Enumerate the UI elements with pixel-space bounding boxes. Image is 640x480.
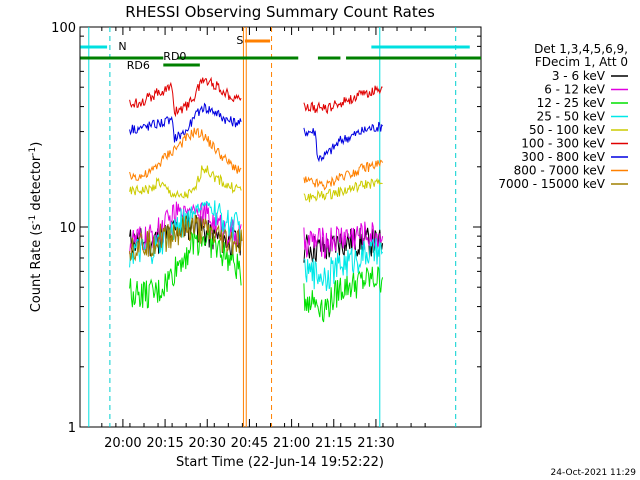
legend-label-4: 50 - 100 keV [529, 123, 606, 137]
xtick-labels: 20:00 20:15 20:30 20:45 21:00 21:15 21:30 [104, 436, 395, 451]
s-flag-label: S [236, 34, 243, 47]
series-line-5-0 [129, 76, 242, 118]
y-axis-label: Count Rate (s-1 detector-1) [28, 142, 44, 313]
legend-label-5: 100 - 300 keV [521, 137, 605, 151]
series-line-1-0 [129, 201, 242, 254]
rd6-flag-label: RD6 [127, 59, 150, 72]
ytick-label-10: 10 [59, 221, 76, 236]
series-line-7-1 [303, 159, 384, 191]
legend-label-1: 6 - 12 keV [544, 83, 606, 97]
legend-label-7: 800 - 7000 keV [514, 164, 606, 178]
xtick-label-2: 20:30 [189, 436, 226, 451]
series-line-3-1 [303, 238, 384, 291]
rd0-flag-label: RD0 [163, 50, 186, 63]
legend-label-0: 3 - 6 keV [552, 69, 606, 83]
legend-header-1: Det 1,3,4,5,6,9, [534, 42, 628, 56]
legend-header-2: FDecim 1, Att 0 [535, 55, 628, 69]
legend: Det 1,3,4,5,6,9, FDecim 1, Att 0 3 - 6 k… [498, 42, 628, 191]
ytick-label-1: 1 [68, 421, 76, 436]
legend-label-8: 7000 - 15000 keV [498, 177, 605, 191]
series-line-2-0 [129, 227, 242, 309]
x-axis-label: Start Time (22-Jun-14 19:52:22) [176, 455, 384, 470]
axis-ticks [80, 26, 481, 428]
xtick-label-6: 21:30 [357, 436, 394, 451]
chart-title: RHESSI Observing Summary Count Rates [125, 3, 435, 21]
observing-flags: N S RD0 RD6 [80, 27, 481, 427]
series-line-1-1 [303, 221, 384, 260]
series-line-4-0 [129, 165, 242, 199]
series-line-7-0 [129, 127, 242, 182]
legend-label-2: 12 - 25 keV [537, 96, 606, 110]
xtick-label-1: 20:15 [146, 436, 183, 451]
ytick-label-100: 100 [51, 21, 76, 36]
plot-timestamp: 24-Oct-2021 11:29 [551, 468, 637, 478]
legend-label-3: 25 - 50 keV [537, 110, 606, 124]
xtick-label-4: 21:00 [273, 436, 310, 451]
legend-label-6: 300 - 800 keV [521, 150, 605, 164]
n-flag-label: N [118, 40, 126, 53]
xtick-label-0: 20:00 [104, 436, 141, 451]
series-line-8-0 [129, 214, 243, 262]
series-line-5-1 [303, 85, 383, 115]
series-line-6-1 [303, 121, 383, 163]
series-line-2-1 [303, 266, 384, 323]
series-layer [129, 76, 384, 323]
xtick-label-3: 20:45 [231, 436, 268, 451]
series-line-4-1 [303, 177, 383, 203]
xtick-label-5: 21:15 [315, 436, 352, 451]
series-line-6-0 [129, 102, 242, 143]
